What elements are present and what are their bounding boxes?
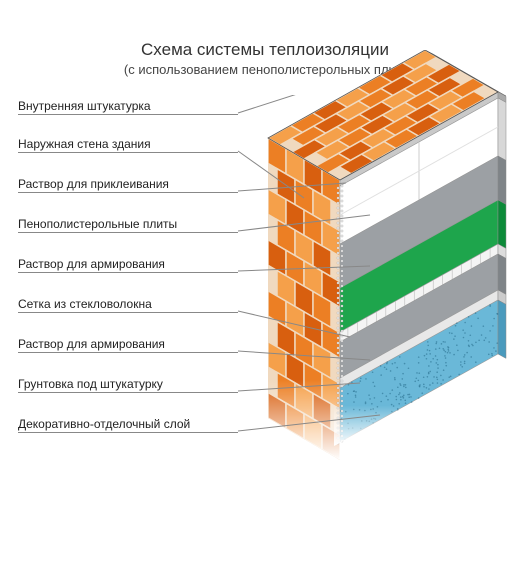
layer-label: Пенополистерольные плиты — [18, 217, 238, 233]
layer-label: Грунтовка под штукатурку — [18, 377, 238, 393]
layer-label: Раствор для армирования — [18, 337, 238, 353]
diagram-content: Внутренняя штукатурка Наружная стена здан… — [0, 95, 530, 505]
layer-label: Раствор для приклеивания — [18, 177, 238, 193]
layer-label: Наружная стена здания — [18, 137, 238, 153]
layer-label: Раствор для армирования — [18, 257, 238, 273]
layer-label: Внутренняя штукатурка — [18, 99, 238, 115]
isometric-diagram — [250, 50, 515, 480]
layer-label: Сетка из стекловолокна — [18, 297, 238, 313]
layer-label: Декоративно-отделочный слой — [18, 417, 238, 433]
